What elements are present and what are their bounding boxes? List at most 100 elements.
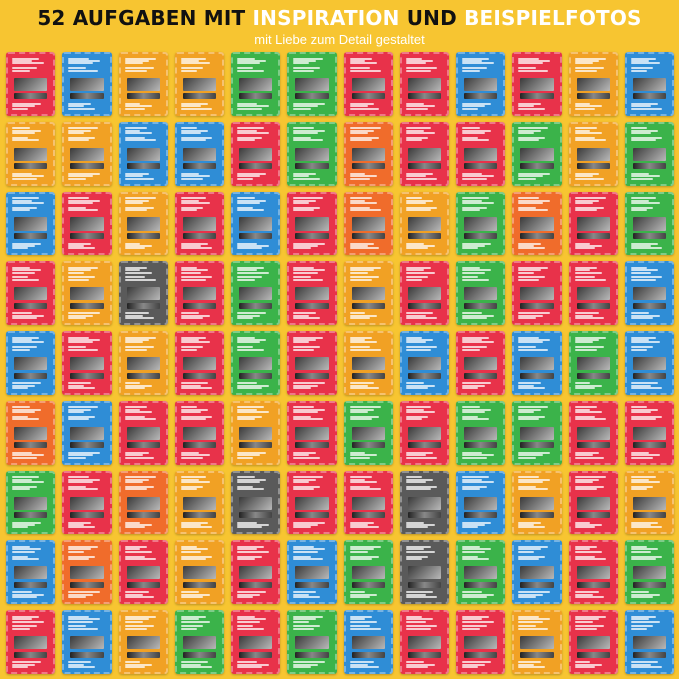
example-photo-strip bbox=[70, 581, 104, 588]
card-text-line bbox=[349, 615, 373, 618]
example-photo bbox=[576, 426, 610, 440]
card-text-line bbox=[630, 129, 658, 132]
card-text-line bbox=[68, 244, 85, 247]
card-text-line bbox=[180, 416, 213, 419]
card-text-line bbox=[68, 136, 96, 139]
card-text-line bbox=[574, 276, 595, 279]
card-text-line bbox=[180, 526, 213, 529]
card-text-line bbox=[574, 382, 591, 385]
card-text-line bbox=[12, 69, 31, 72]
card-text-line bbox=[518, 127, 548, 130]
example-photo-strip bbox=[14, 581, 48, 588]
card-text-line bbox=[68, 550, 85, 553]
card-text-line bbox=[237, 317, 253, 320]
card-text-line bbox=[180, 620, 211, 623]
card-text-line bbox=[630, 627, 647, 630]
example-photo bbox=[407, 287, 441, 301]
task-card bbox=[568, 191, 618, 256]
task-card bbox=[6, 121, 56, 186]
card-text-line bbox=[237, 312, 267, 315]
card-text-line bbox=[12, 591, 33, 594]
card-text-line bbox=[574, 105, 602, 108]
card-text-line bbox=[293, 339, 316, 342]
card-text-line bbox=[293, 548, 325, 551]
example-photo bbox=[464, 496, 498, 510]
example-photo bbox=[520, 147, 554, 161]
card-text-line bbox=[574, 615, 607, 618]
card-text-line bbox=[124, 209, 148, 212]
example-photo-strip bbox=[70, 372, 104, 379]
card-text-line bbox=[349, 408, 375, 411]
card-text-line bbox=[518, 348, 548, 351]
card-text-line bbox=[12, 57, 40, 60]
task-card bbox=[568, 261, 618, 326]
example-photo-strip bbox=[14, 372, 48, 379]
card-text-line bbox=[293, 201, 310, 204]
card-text-line bbox=[68, 266, 98, 269]
card-text-line bbox=[12, 244, 35, 247]
card-text-line bbox=[68, 416, 96, 419]
card-text-line bbox=[68, 411, 85, 414]
card-text-line bbox=[405, 175, 427, 178]
card-text-line bbox=[574, 172, 600, 175]
card-text-line bbox=[462, 346, 487, 349]
card-text-line bbox=[180, 386, 213, 389]
card-text-line bbox=[630, 548, 658, 551]
card-text-line bbox=[237, 242, 258, 245]
example-photo bbox=[576, 287, 610, 301]
card-text-line bbox=[462, 408, 492, 411]
card-text-line bbox=[574, 177, 604, 180]
card-text-line bbox=[180, 666, 213, 669]
example-photo-strip bbox=[351, 93, 385, 100]
card-text-line bbox=[462, 615, 490, 618]
card-text-line bbox=[349, 526, 379, 529]
example-photo bbox=[351, 496, 385, 510]
card-text-line bbox=[293, 271, 319, 274]
card-text-line bbox=[180, 103, 208, 105]
card-text-line bbox=[124, 247, 145, 250]
card-text-line bbox=[518, 266, 548, 269]
card-text-line bbox=[462, 269, 492, 272]
card-text-line bbox=[124, 618, 150, 621]
example-photo-strip bbox=[407, 651, 441, 658]
card-text-line bbox=[405, 485, 438, 488]
example-photo bbox=[14, 217, 48, 231]
card-text-line bbox=[405, 314, 427, 317]
card-text-line bbox=[237, 314, 260, 317]
card-text-line bbox=[293, 247, 312, 250]
card-text-line bbox=[68, 271, 85, 274]
example-photo-strip bbox=[632, 302, 666, 309]
card-text-line bbox=[349, 336, 373, 339]
card-text-line bbox=[574, 314, 593, 317]
card-text-line bbox=[237, 524, 269, 527]
card-text-line bbox=[574, 346, 604, 349]
task-card bbox=[624, 610, 674, 674]
card-text-line bbox=[237, 418, 256, 421]
task-card bbox=[287, 191, 337, 256]
card-text-line bbox=[630, 526, 663, 529]
card-text-line bbox=[349, 206, 370, 209]
task-card bbox=[231, 400, 281, 465]
example-photo bbox=[351, 147, 385, 161]
example-photo-strip bbox=[239, 93, 273, 100]
card-text-line bbox=[405, 382, 424, 385]
card-text-line bbox=[68, 341, 94, 344]
example-photo-strip bbox=[14, 651, 48, 658]
card-text-line bbox=[630, 555, 663, 558]
example-photo bbox=[407, 496, 441, 510]
card-text-line bbox=[574, 418, 607, 421]
card-text-line bbox=[68, 172, 100, 175]
card-text-line bbox=[349, 107, 379, 110]
card-text-line bbox=[237, 199, 267, 202]
card-text-line bbox=[405, 526, 429, 529]
card-text-line bbox=[293, 317, 321, 320]
example-photo bbox=[295, 217, 329, 231]
card-text-line bbox=[237, 411, 269, 414]
card-text-line bbox=[462, 62, 494, 65]
card-text-line bbox=[349, 478, 366, 481]
card-text-line bbox=[349, 312, 366, 315]
card-text-line bbox=[237, 206, 253, 209]
task-card bbox=[456, 400, 506, 465]
card-text-line bbox=[518, 386, 546, 389]
card-text-line bbox=[462, 384, 485, 387]
